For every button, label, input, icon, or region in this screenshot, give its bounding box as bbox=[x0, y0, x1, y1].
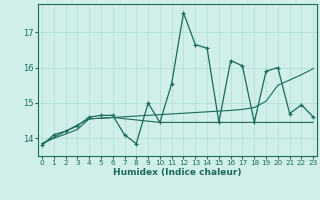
X-axis label: Humidex (Indice chaleur): Humidex (Indice chaleur) bbox=[113, 168, 242, 177]
